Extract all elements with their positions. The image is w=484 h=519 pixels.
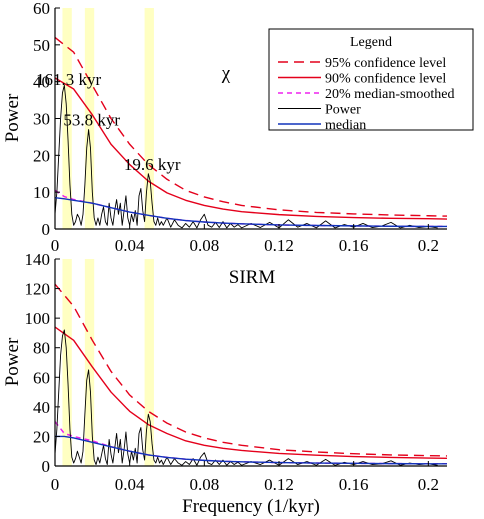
series-conf90-line <box>55 326 447 460</box>
legend-entry: 95% confidence level <box>325 56 446 71</box>
legend-entry: median <box>325 118 366 133</box>
legend-title: Legend <box>350 35 392 50</box>
y-tick-label: 10 <box>33 183 50 202</box>
y-tick-label: 20 <box>33 427 50 446</box>
y-tick-label: 100 <box>25 309 51 328</box>
series-conf95-line <box>55 36 447 217</box>
panel-0: 0 10 20 30 40 50 60 0.04 0.08 0.12 0.16 0.2 0 Power χ 1… <box>2 0 474 255</box>
peak-label: 19.6 kyr <box>124 155 181 174</box>
series-conf95-line <box>55 283 447 457</box>
x-tick-label: 0.12 <box>264 236 294 255</box>
legend-box <box>268 28 474 131</box>
y-tick-label: 40 <box>33 73 50 92</box>
panel-1: 0 20 40 60 80 100 120 140 0 0.04 0.08 0.12 0.16 0.2 Po… <box>2 250 447 517</box>
series-group <box>55 283 447 466</box>
x-tick-label: 0 <box>51 236 60 255</box>
y-tick-label: 0 <box>42 220 51 239</box>
series-conf90-line <box>55 77 447 220</box>
series-median-line <box>55 435 447 465</box>
y-axis-label: Power <box>2 93 23 142</box>
period-band-2 <box>144 8 154 229</box>
series-group <box>55 36 447 229</box>
x-tick-label: 0.12 <box>264 475 294 494</box>
legend-entry: 90% confidence level <box>325 72 446 87</box>
y-tick-label: 20 <box>33 146 50 165</box>
y-tick-label: 30 <box>33 110 50 129</box>
y-tick-label: 60 <box>33 368 50 387</box>
peak-label: 53.8 kyr <box>63 111 120 130</box>
y-tick-label: 80 <box>33 339 50 358</box>
y-tick-label: 50 <box>33 36 50 55</box>
x-tick-label: 0.08 <box>189 236 219 255</box>
y-tick-label: 60 <box>33 0 50 18</box>
x-tick-label: 0.2 <box>418 475 439 494</box>
y-tick-label: 140 <box>25 250 51 269</box>
y-tick-label: 40 <box>33 398 50 417</box>
series-power-line <box>55 329 438 466</box>
y-tick-label: 120 <box>25 280 51 299</box>
panel-label: SIRM <box>229 267 276 288</box>
y-axis-label: Power <box>2 337 23 386</box>
period-band-2 <box>144 259 154 466</box>
x-axis-label: Frequency (1/kyr) <box>182 496 320 517</box>
peak-label: 161.3 kyr <box>36 70 102 89</box>
x-tick-label: 0.08 <box>189 475 219 494</box>
x-tick-label: 0.04 <box>115 236 145 255</box>
legend-entry: Power <box>325 103 361 118</box>
x-tick-label: 0.04 <box>115 475 145 494</box>
x-tick-label: 0.16 <box>339 236 369 255</box>
x-tick-label: 0 <box>51 475 60 494</box>
panel-label: χ <box>221 63 231 84</box>
x-tick-label: 0.16 <box>339 475 369 494</box>
x-tick-label: 0.2 <box>418 236 439 255</box>
legend-entry: 20% median-smoothed <box>325 87 454 102</box>
y-tick-label: 0 <box>42 457 51 476</box>
period-band-1 <box>84 8 95 229</box>
series-median-line <box>55 196 447 228</box>
